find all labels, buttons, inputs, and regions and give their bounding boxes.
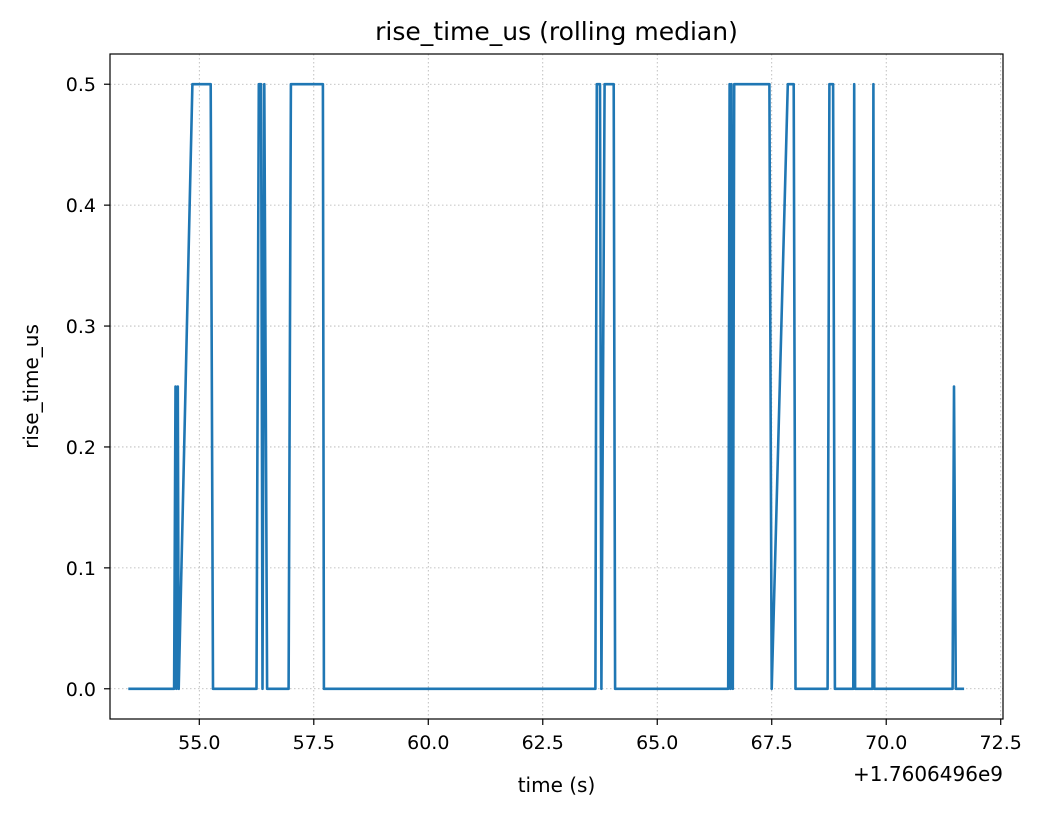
y-tick-label: 0.5 <box>66 74 96 96</box>
x-tick-label: 70.0 <box>865 732 907 754</box>
y-tick-label: 0.0 <box>66 679 96 701</box>
x-tick-label: 67.5 <box>751 732 793 754</box>
series-line <box>128 82 965 691</box>
y-axis-label: rise_time_us <box>19 324 43 449</box>
x-axis-label: time (s) <box>518 773 596 797</box>
series-layer <box>128 82 965 691</box>
x-tick-label: 57.5 <box>293 732 335 754</box>
x-axis-offset-label: +1.7606496e9 <box>853 762 1003 786</box>
plot-frame <box>109 53 1004 720</box>
y-tick-label: 0.4 <box>66 195 96 217</box>
x-tick-label: 65.0 <box>636 732 678 754</box>
ticks: 55.0 57.5 60.0 62.5 65.0 67.5 70.0 72.5 0.0 0.1 0.… <box>66 74 1022 754</box>
y-tick-label: 0.2 <box>66 437 96 459</box>
x-tick-label: 60.0 <box>407 732 449 754</box>
x-tick-label: 62.5 <box>522 732 564 754</box>
x-tick-label: 72.5 <box>980 732 1022 754</box>
y-tick-label: 0.1 <box>66 558 96 580</box>
x-tick-label: 55.0 <box>178 732 220 754</box>
y-tick-label: 0.3 <box>66 316 96 338</box>
chart-title: rise_time_us (rolling median) <box>375 17 738 46</box>
